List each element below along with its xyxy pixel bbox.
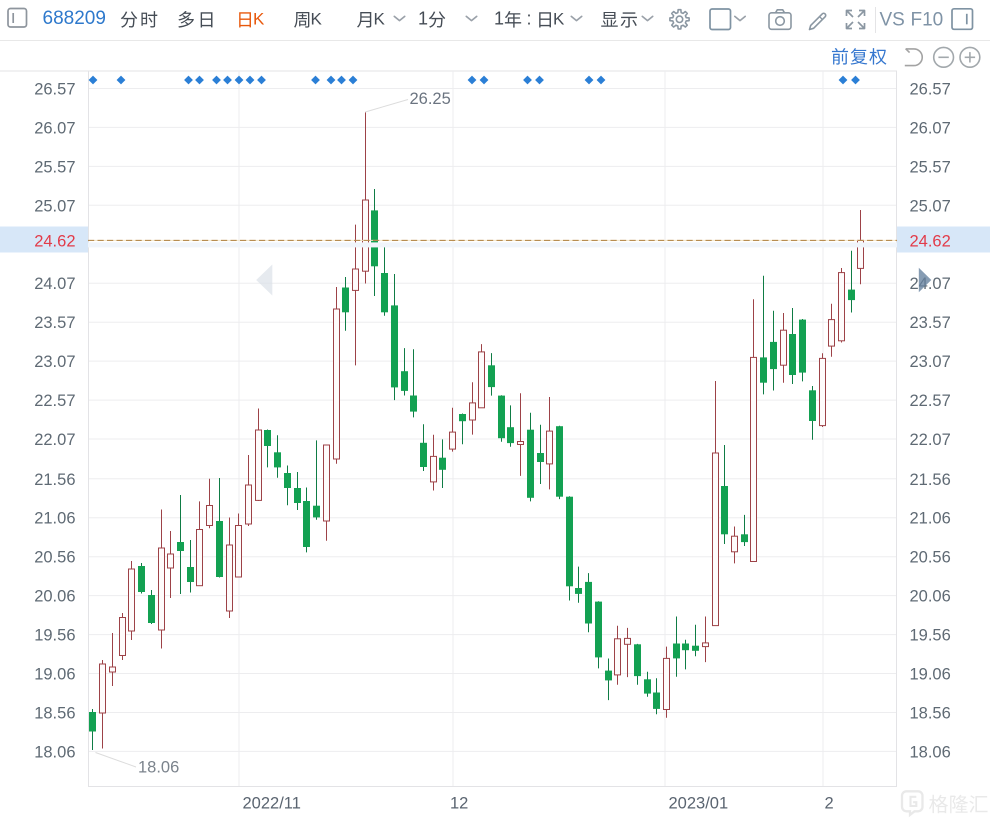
svg-text:18.06: 18.06 [34, 743, 75, 761]
svg-text:22.57: 22.57 [34, 392, 75, 410]
svg-text:23.07: 23.07 [34, 353, 75, 371]
svg-text:F10: F10 [911, 9, 944, 30]
svg-text:25.57: 25.57 [34, 158, 75, 176]
svg-text:K: K [553, 10, 565, 29]
svg-text::: : [527, 9, 532, 29]
svg-text:26.07: 26.07 [34, 119, 75, 137]
svg-text:12: 12 [450, 795, 468, 813]
svg-text:24.62: 24.62 [34, 232, 75, 250]
svg-text:2023/01: 2023/01 [669, 795, 729, 813]
svg-text:22.07: 22.07 [910, 431, 951, 449]
svg-text:25.57: 25.57 [910, 158, 951, 176]
svg-text:18.56: 18.56 [34, 705, 75, 723]
svg-text:2: 2 [825, 795, 834, 813]
svg-text:1: 1 [418, 9, 428, 29]
svg-text:26.25: 26.25 [410, 90, 451, 108]
svg-text:VS: VS [880, 9, 905, 30]
svg-text:26.57: 26.57 [910, 81, 951, 99]
svg-text:24.07: 24.07 [910, 275, 951, 293]
svg-text:24.62: 24.62 [910, 232, 951, 250]
svg-text:18.56: 18.56 [910, 705, 951, 723]
svg-text:21.56: 21.56 [910, 471, 951, 489]
svg-text:19.56: 19.56 [910, 627, 951, 645]
svg-text:25.07: 25.07 [34, 197, 75, 215]
svg-text:20.06: 20.06 [34, 588, 75, 606]
svg-text:19.06: 19.06 [34, 666, 75, 684]
svg-text:688209: 688209 [43, 8, 106, 29]
svg-text:21.06: 21.06 [910, 510, 951, 528]
svg-text:18.06: 18.06 [910, 743, 951, 761]
svg-text:23.57: 23.57 [34, 314, 75, 332]
svg-text:24.07: 24.07 [34, 275, 75, 293]
svg-text:22.57: 22.57 [910, 392, 951, 410]
svg-text:19.06: 19.06 [910, 666, 951, 684]
svg-text:1: 1 [494, 9, 504, 29]
svg-text:K: K [374, 10, 386, 29]
svg-text:23.07: 23.07 [910, 353, 951, 371]
svg-text:20.56: 20.56 [910, 549, 951, 567]
svg-text:2022/11: 2022/11 [243, 795, 301, 813]
svg-text:21.06: 21.06 [34, 510, 75, 528]
svg-text:20.06: 20.06 [910, 588, 951, 606]
svg-text:21.56: 21.56 [34, 471, 75, 489]
svg-text:19.56: 19.56 [34, 627, 75, 645]
svg-text:18.06: 18.06 [138, 758, 179, 776]
svg-text:26.57: 26.57 [34, 81, 75, 99]
svg-text:K: K [253, 10, 265, 29]
svg-text:23.57: 23.57 [910, 314, 951, 332]
svg-text:26.07: 26.07 [910, 119, 951, 137]
svg-text:20.56: 20.56 [34, 549, 75, 567]
svg-text:22.07: 22.07 [34, 431, 75, 449]
svg-text:K: K [311, 10, 323, 29]
svg-text:25.07: 25.07 [910, 197, 951, 215]
